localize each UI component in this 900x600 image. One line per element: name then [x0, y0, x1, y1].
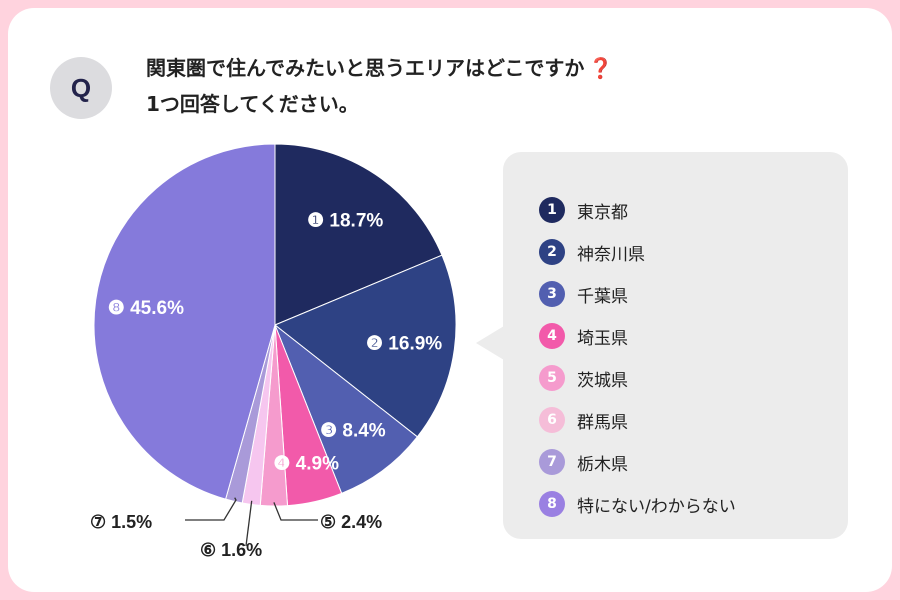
question-text: 関東圏で住んでみたいと思うエリアはどこですか ❓ 1つ回答してください。: [146, 50, 746, 122]
slice-label-7: ⑦ 1.5%: [90, 512, 152, 532]
pie-slice-2: [274, 254, 457, 438]
pie-slice-8: [93, 143, 276, 500]
slice-label-8: ❽ 45.6%: [108, 298, 184, 319]
legend-number-badge: 4: [539, 323, 565, 349]
leader-line-6: [245, 500, 253, 547]
legend-number-badge: 5: [539, 365, 565, 391]
legend-pointer: [476, 326, 504, 360]
leader-line-7: [185, 497, 237, 521]
legend-item-2: 2 神奈川県: [539, 231, 736, 273]
legend-list: 1 東京都 2 神奈川県 3 千葉県 4 埼玉県 5 茨城県 6 群馬県 7 栃木県 8 特にない/わからない: [539, 189, 736, 525]
legend-panel: 1 東京都 2 神奈川県 3 千葉県 4 埼玉県 5 茨城県 6 群馬県 7 栃木県 8 特にない/わからない: [503, 152, 848, 539]
pie-slice-3: [273, 323, 419, 494]
slice-label-5: ⑤ 2.4%: [320, 512, 382, 532]
legend-number-badge: 1: [539, 197, 565, 223]
legend-label: 埼玉県: [577, 328, 628, 349]
legend-item-6: 6 群馬県: [539, 399, 736, 441]
question-line-1-text: 関東圏で住んでみたいと思うエリアはどこですか: [146, 56, 585, 80]
question-mark-icon: ❓: [588, 56, 614, 80]
question-line-2: 1つ回答してください。: [146, 92, 359, 116]
legend-item-7: 7 栃木県: [539, 441, 736, 483]
legend-label: 神奈川県: [577, 244, 645, 265]
slice-label-2: ❷ 16.9%: [366, 334, 442, 355]
legend-label: 千葉県: [577, 286, 628, 307]
legend-label: 群馬県: [577, 412, 628, 433]
legend-label: 栃木県: [577, 454, 628, 475]
legend-item-4: 4 埼玉県: [539, 315, 736, 357]
legend-item-1: 1 東京都: [539, 189, 736, 231]
legend-label: 特にない/わからない: [577, 496, 736, 517]
slice-label-1: ❶ 18.7%: [307, 211, 383, 232]
leader-line-5: [273, 502, 318, 521]
slice-label-3: ❸ 8.4%: [320, 421, 386, 442]
legend-label: 東京都: [577, 202, 628, 223]
legend-number-badge: 3: [539, 281, 565, 307]
legend-item-3: 3 千葉県: [539, 273, 736, 315]
legend-number-badge: 6: [539, 407, 565, 433]
legend-number-badge: 8: [539, 491, 565, 517]
question-badge: Q: [50, 57, 112, 119]
legend-item-5: 5 茨城県: [539, 357, 736, 399]
slice-label-6: ⑥ 1.6%: [200, 540, 262, 560]
slice-label-4: ❹ 4.9%: [273, 454, 339, 475]
legend-number-badge: 2: [539, 239, 565, 265]
legend-label: 茨城県: [577, 370, 628, 391]
pie-slice-1: [274, 143, 443, 326]
legend-number-badge: 7: [539, 449, 565, 475]
legend-item-8: 8 特にない/わからない: [539, 483, 736, 525]
question-line-1: 関東圏で住んでみたいと思うエリアはどこですか ❓: [146, 50, 746, 86]
